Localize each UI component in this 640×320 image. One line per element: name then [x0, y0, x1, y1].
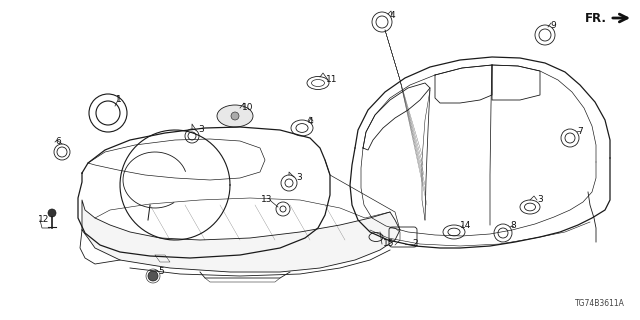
Circle shape	[231, 112, 239, 120]
Text: 7: 7	[577, 126, 583, 135]
Text: 15: 15	[383, 239, 394, 249]
Text: FR.: FR.	[585, 12, 607, 25]
Text: 10: 10	[242, 103, 253, 113]
Text: 14: 14	[460, 220, 472, 229]
Text: 13: 13	[260, 196, 272, 204]
Circle shape	[148, 271, 158, 281]
Text: 2: 2	[412, 239, 418, 249]
Text: 3: 3	[296, 172, 301, 181]
Text: 11: 11	[326, 76, 337, 84]
Text: 4: 4	[308, 116, 314, 125]
Text: 5: 5	[158, 267, 164, 276]
Text: 6: 6	[55, 138, 61, 147]
Text: 8: 8	[510, 221, 516, 230]
Text: 3: 3	[537, 196, 543, 204]
Text: 3: 3	[198, 125, 204, 134]
Text: 12: 12	[38, 215, 49, 225]
Text: 1: 1	[116, 95, 122, 105]
Polygon shape	[82, 200, 400, 272]
Text: TG74B3611A: TG74B3611A	[575, 299, 625, 308]
Ellipse shape	[217, 105, 253, 127]
Text: 9: 9	[550, 20, 556, 29]
Circle shape	[48, 209, 56, 217]
Text: 4: 4	[390, 11, 396, 20]
